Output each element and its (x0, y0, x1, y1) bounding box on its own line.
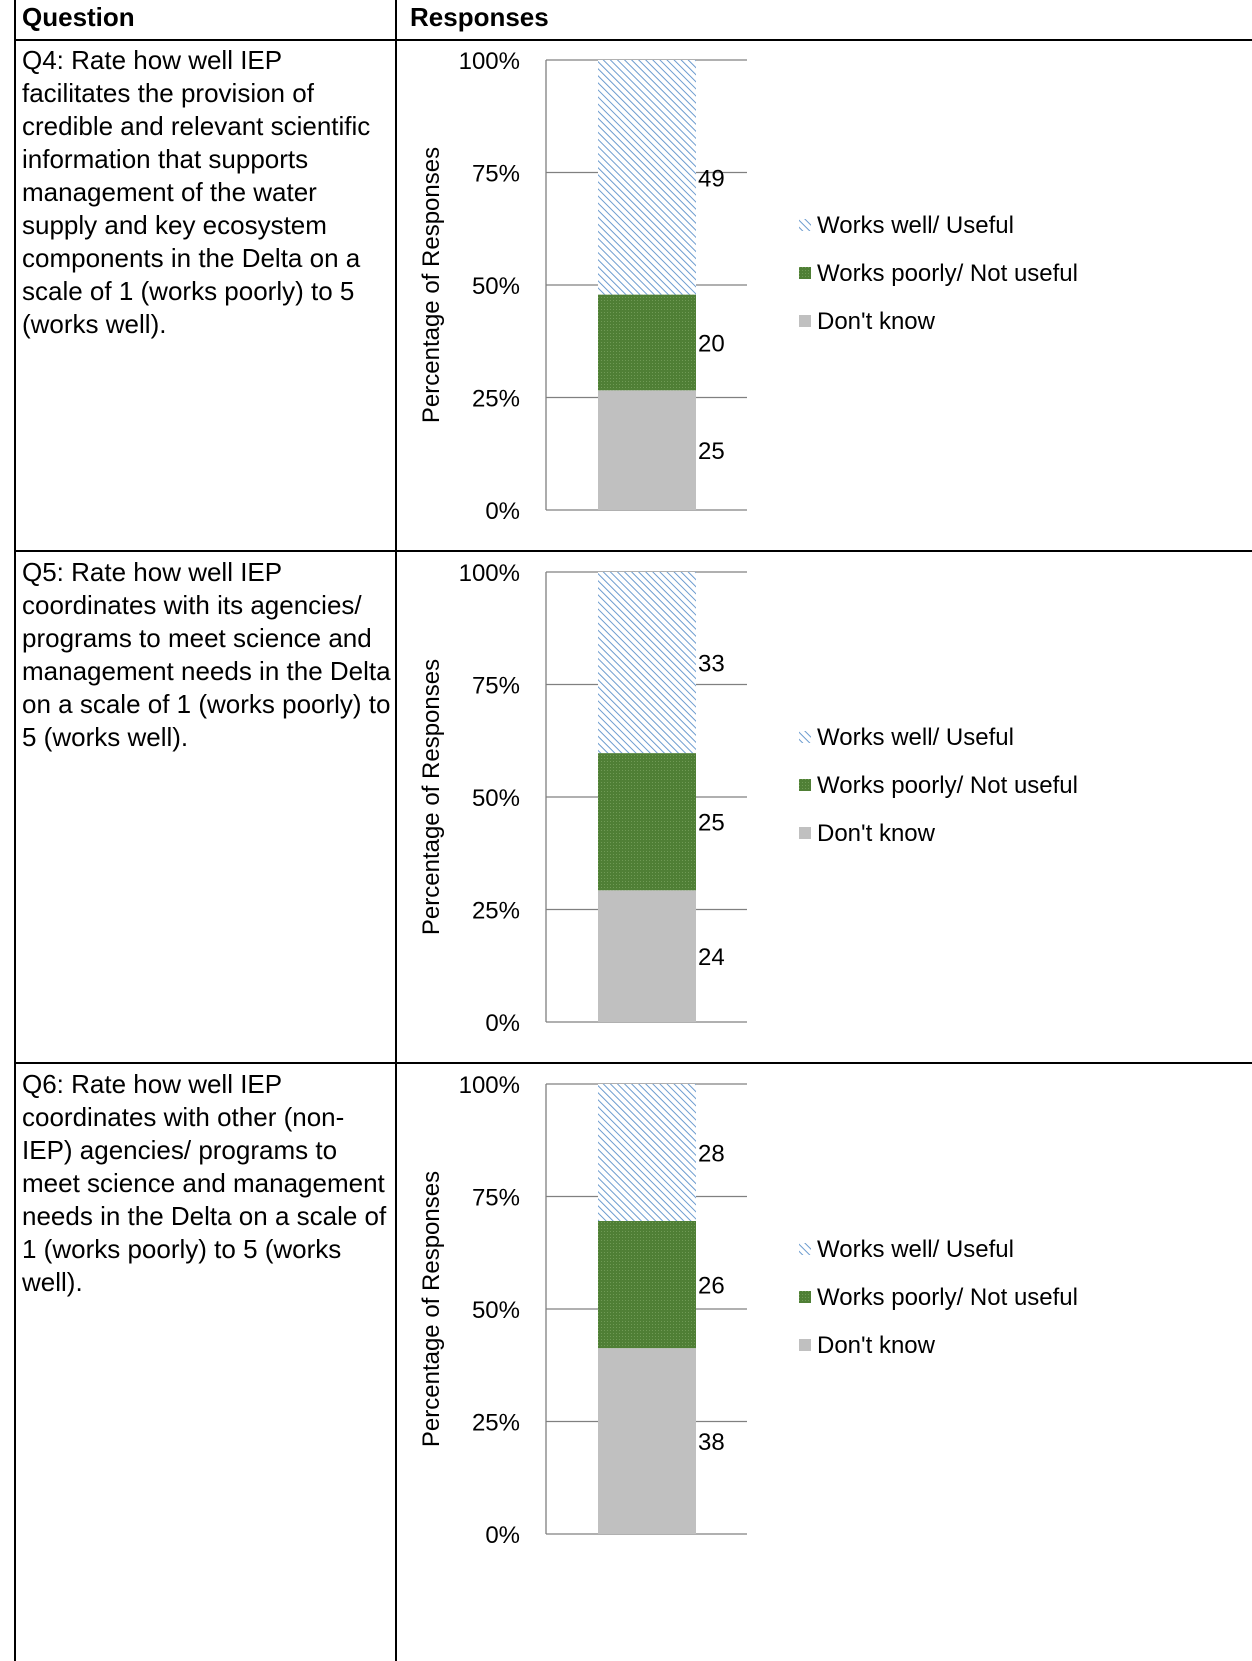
y-tick-label: 0% (485, 1522, 520, 1549)
bar-segment-dont-know (598, 1348, 696, 1534)
y-tick-label: 0% (485, 1010, 520, 1037)
y-tick-label: 100% (459, 48, 520, 75)
data-label: 38 (698, 1429, 725, 1456)
row-divider-2 (14, 1062, 1252, 1064)
y-tick-label: 25% (472, 386, 520, 413)
legend-swatch-dont-know (799, 1339, 811, 1351)
legend-swatch-works-well (799, 1243, 811, 1255)
legend-swatch-works-poorly (799, 779, 811, 791)
bar-segment-dont-know (598, 890, 696, 1022)
survey-table: Question Responses (14, 0, 1252, 1661)
legend-swatch-works-poorly (799, 267, 811, 279)
header-question: Question (22, 2, 135, 32)
legend-swatch-works-well (799, 731, 811, 743)
legend-label: Don't know (817, 1332, 936, 1359)
legend-label: Don't know (817, 308, 936, 335)
legend-swatch-dont-know (799, 827, 811, 839)
y-tick-label: 50% (472, 273, 520, 300)
y-tick-label: 100% (459, 560, 520, 587)
y-tick-label: 0% (485, 498, 520, 525)
header-responses: Responses (410, 2, 549, 32)
legend-swatch-works-well (799, 219, 811, 231)
data-label: 25 (698, 810, 725, 837)
y-axis-label: Percentage of Responses (418, 1171, 445, 1447)
legend-label: Works well/ Useful (817, 1236, 1014, 1263)
y-tick-label: 75% (472, 1185, 520, 1212)
legend-label: Works poorly/ Not useful (817, 260, 1078, 287)
legend-label: Works poorly/ Not useful (817, 772, 1078, 799)
data-label: 26 (698, 1273, 725, 1300)
y-axis-label: Percentage of Responses (418, 147, 445, 423)
bar-segment-works-poorly (598, 294, 696, 391)
bar-segment-works-well (598, 1084, 696, 1221)
y-tick-label: 75% (472, 673, 520, 700)
row-divider-1 (14, 550, 1252, 552)
data-label: 28 (698, 1140, 725, 1167)
bar-segment-dont-know (598, 390, 696, 510)
chart-q6: Percentage of Responses 0% 25% 50% 75% 100% 38… (418, 1072, 1078, 1549)
bar-segment-works-well (598, 60, 696, 295)
bar-segment-works-poorly (598, 1220, 696, 1349)
legend-swatch-works-poorly (799, 1291, 811, 1303)
data-label: 25 (698, 438, 725, 465)
y-tick-label: 50% (472, 785, 520, 812)
data-label: 20 (698, 330, 725, 357)
data-label: 33 (698, 651, 725, 678)
table-column-divider (395, 0, 397, 1661)
legend-label: Works poorly/ Not useful (817, 1284, 1078, 1311)
legend-label: Don't know (817, 820, 936, 847)
legend-label: Works well/ Useful (817, 724, 1014, 751)
legend-swatch-dont-know (799, 315, 811, 327)
question-q4: Q4: Rate how well IEP facilitates the pr… (22, 45, 371, 339)
y-tick-label: 75% (472, 161, 520, 188)
header-divider (14, 39, 1252, 41)
bar-segment-works-poorly (598, 753, 696, 891)
question-q5: Q5: Rate how well IEP coordinates with i… (22, 557, 391, 752)
data-label: 49 (698, 165, 725, 192)
data-label: 24 (698, 944, 725, 971)
y-tick-label: 25% (472, 1410, 520, 1437)
y-tick-label: 50% (472, 1297, 520, 1324)
y-tick-label: 25% (472, 898, 520, 925)
question-q6: Q6: Rate how well IEP coordinates with o… (22, 1069, 387, 1297)
y-tick-label: 100% (459, 1072, 520, 1099)
table-border-left (14, 0, 16, 1661)
chart-q4: Percentage of Responses 0% 25% 50% 75% 100% 25… (418, 48, 1078, 525)
chart-q5: Percentage of Responses 0% 25% 50% 75% 100% 24… (418, 560, 1078, 1037)
y-axis-label: Percentage of Responses (418, 659, 445, 935)
legend-label: Works well/ Useful (817, 212, 1014, 239)
bar-segment-works-well (598, 572, 696, 754)
